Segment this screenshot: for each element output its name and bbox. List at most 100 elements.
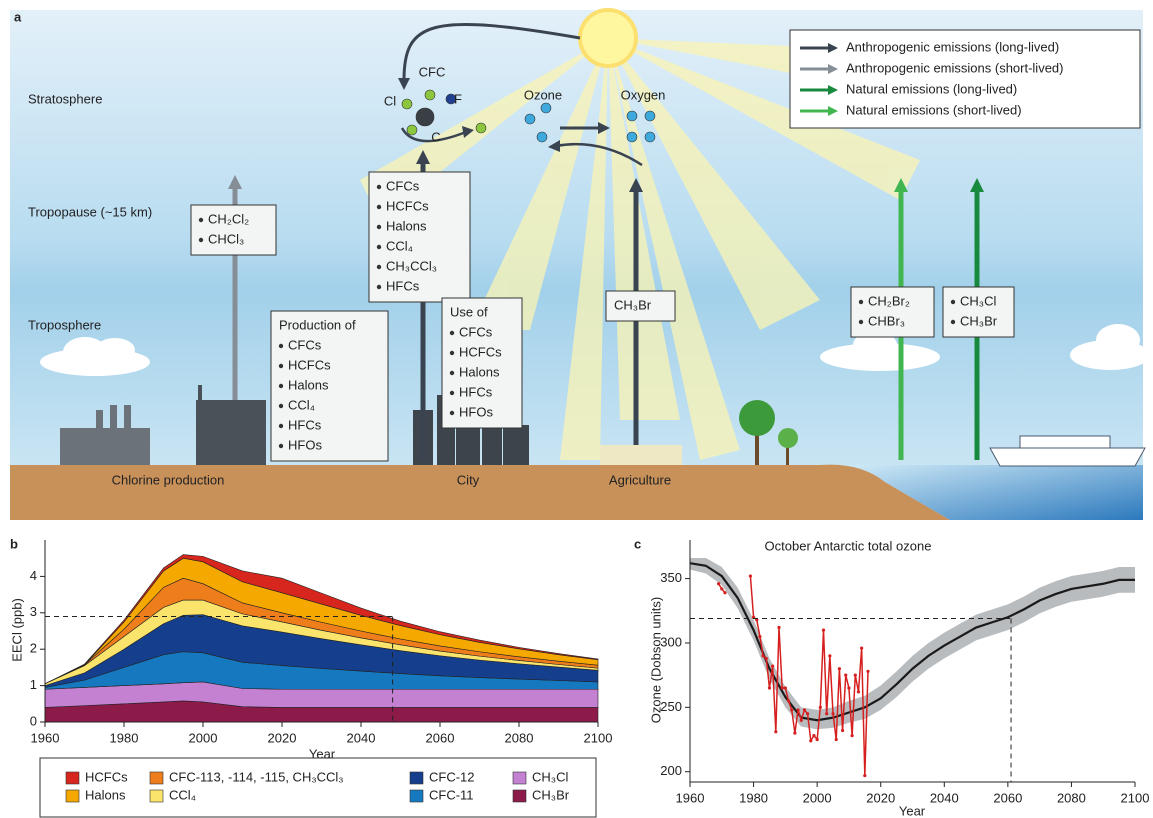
legend-arrow-head — [828, 43, 838, 53]
cycle-arrow — [555, 142, 643, 167]
sun-rays — [360, 38, 920, 460]
uncertainty-band — [690, 558, 1135, 730]
y-tick-label: 350 — [660, 570, 682, 585]
bullet — [376, 224, 382, 230]
y-tick-label: 300 — [660, 634, 682, 649]
x-tick-label: 2040 — [347, 730, 376, 745]
ground — [10, 464, 950, 520]
atom — [406, 124, 418, 136]
legend-swatch — [512, 771, 527, 785]
clouds — [40, 324, 1150, 376]
data-point — [786, 699, 791, 703]
data-point — [853, 673, 857, 677]
bullet — [278, 383, 284, 389]
bullet — [278, 403, 284, 409]
bullet — [198, 237, 204, 243]
label-box — [942, 286, 1015, 338]
data-point — [796, 708, 800, 712]
x-tick-label: 2100 — [1121, 790, 1150, 805]
box-item: CH₃CCl₃ — [386, 258, 437, 273]
area — [44, 554, 599, 685]
molecule-label: CFC — [419, 64, 446, 79]
box-item: CH₃Cl — [960, 293, 996, 308]
molecule-label: C — [431, 129, 440, 144]
bullet — [376, 184, 382, 190]
cycle-arrow-head — [598, 122, 610, 134]
x-tick-label: 2100 — [584, 730, 613, 745]
legend-swatch — [65, 771, 80, 785]
data-point — [780, 686, 784, 690]
bullet — [449, 370, 455, 376]
atom — [415, 107, 435, 127]
bullet — [376, 244, 382, 250]
layer-label: Troposphere — [28, 317, 101, 332]
data-point — [812, 734, 816, 738]
cycle-arrow — [402, 23, 581, 81]
legend-label: HCFCs — [85, 769, 128, 784]
box-item: CFCs — [459, 324, 493, 339]
cycle-arrow-head — [398, 78, 410, 90]
box-item: CHCl₃ — [208, 231, 244, 246]
x-tick-label: 2040 — [930, 790, 959, 805]
legend-swatch — [409, 771, 424, 785]
data-point — [758, 634, 762, 639]
emission-arrow-head — [894, 178, 908, 192]
box-item: HFOs — [288, 437, 322, 452]
box-item: HFOs — [459, 404, 493, 419]
x-tick-label: 1960 — [676, 790, 705, 805]
label-box — [190, 204, 277, 256]
atom — [401, 98, 413, 110]
bullet — [278, 363, 284, 369]
y-tick-label: 3 — [30, 604, 37, 619]
box-item: CH₂Cl₂ — [208, 211, 249, 226]
data-point — [771, 664, 775, 668]
box-title: Use of — [450, 304, 488, 319]
data-point — [748, 574, 752, 578]
x-tick-label: 1960 — [31, 730, 60, 745]
data-point — [777, 625, 781, 630]
bullet — [449, 390, 455, 396]
y-tick-label: 200 — [660, 763, 682, 778]
data-point — [856, 690, 861, 694]
layer-label: Tropopause (~15 km) — [28, 204, 152, 219]
data-point — [720, 587, 724, 591]
bullet — [449, 350, 455, 356]
data-point — [815, 737, 819, 742]
legend-swatch — [512, 789, 527, 803]
x-tick-label: 2060 — [993, 790, 1022, 805]
x-tick-label: 2060 — [426, 730, 455, 745]
data-point — [799, 718, 803, 722]
data-point — [844, 673, 848, 677]
place-label: Chlorine production — [112, 472, 225, 487]
box-title: CH₃Br — [614, 297, 652, 312]
emission-arrow-head — [228, 175, 242, 189]
box-item: Halons — [386, 218, 427, 233]
cycle-arrow-head — [548, 140, 560, 152]
atom — [475, 122, 487, 134]
factory — [60, 385, 266, 465]
molecule-label: F — [454, 91, 462, 106]
box-item: HFCs — [459, 384, 493, 399]
legend-label: CH₃Br — [532, 787, 570, 802]
emission-arrow-head — [970, 178, 984, 192]
data-point — [818, 705, 822, 709]
bullet — [278, 423, 284, 429]
emission-arrow-head — [416, 150, 430, 164]
bullet — [376, 264, 382, 270]
box-item: CCl₄ — [386, 238, 413, 253]
panel-label: a — [14, 9, 22, 24]
data-point — [825, 712, 829, 716]
box-item: HCFCs — [459, 344, 502, 359]
x-tick-label: 1980 — [110, 730, 139, 745]
bullet — [950, 299, 956, 305]
field — [600, 445, 682, 465]
legend-box — [39, 757, 597, 818]
bullet — [449, 410, 455, 416]
data-point — [809, 739, 813, 743]
bullet — [376, 204, 382, 210]
box-item: CFCs — [386, 178, 420, 193]
data-point — [847, 686, 851, 690]
sea — [848, 465, 1143, 520]
